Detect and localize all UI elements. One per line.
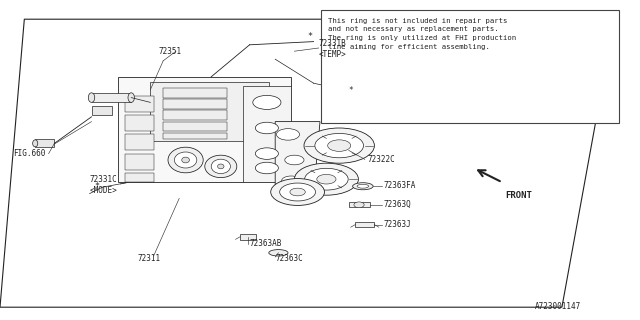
Circle shape: [290, 188, 305, 196]
Ellipse shape: [218, 164, 224, 169]
Polygon shape: [349, 202, 370, 207]
Circle shape: [253, 95, 281, 109]
Ellipse shape: [269, 250, 288, 256]
Polygon shape: [125, 154, 154, 170]
Polygon shape: [163, 88, 227, 98]
Ellipse shape: [353, 183, 373, 190]
Ellipse shape: [354, 202, 364, 208]
Polygon shape: [150, 82, 269, 141]
Text: 72363AB: 72363AB: [250, 239, 282, 248]
Circle shape: [271, 179, 324, 205]
Ellipse shape: [168, 147, 204, 173]
Ellipse shape: [128, 93, 134, 102]
Circle shape: [317, 174, 336, 184]
Text: *: *: [308, 32, 313, 41]
Circle shape: [315, 133, 364, 158]
Ellipse shape: [88, 93, 95, 102]
Polygon shape: [92, 106, 112, 115]
Text: *: *: [349, 86, 353, 95]
Circle shape: [285, 155, 304, 165]
Circle shape: [282, 176, 301, 186]
Text: 72363C: 72363C: [275, 254, 303, 263]
Circle shape: [305, 168, 348, 190]
Polygon shape: [35, 139, 54, 147]
Text: <TEMP>: <TEMP>: [319, 50, 346, 59]
Text: 72363FA: 72363FA: [384, 181, 417, 190]
Circle shape: [304, 128, 374, 163]
Ellipse shape: [182, 157, 189, 163]
Text: 72311: 72311: [138, 254, 161, 263]
Polygon shape: [125, 173, 154, 182]
Polygon shape: [125, 96, 154, 112]
Polygon shape: [163, 122, 227, 131]
Text: *: *: [95, 182, 100, 191]
Polygon shape: [275, 122, 320, 195]
Text: 72363Q: 72363Q: [384, 200, 412, 209]
Polygon shape: [243, 86, 291, 182]
Text: 72331C: 72331C: [90, 175, 117, 184]
Text: A723001147: A723001147: [534, 302, 580, 311]
Text: 72363J: 72363J: [384, 220, 412, 229]
Ellipse shape: [211, 159, 230, 173]
Text: 72351: 72351: [159, 47, 182, 56]
Circle shape: [294, 163, 358, 195]
Ellipse shape: [205, 155, 237, 178]
Polygon shape: [355, 222, 374, 227]
Polygon shape: [118, 77, 291, 182]
Polygon shape: [240, 234, 256, 240]
Polygon shape: [163, 133, 227, 139]
Circle shape: [255, 122, 278, 134]
Circle shape: [340, 88, 348, 92]
FancyBboxPatch shape: [321, 10, 619, 123]
Text: <MODE>: <MODE>: [90, 186, 117, 195]
Text: This ring is not included in repair parts
and not necessary as replacement parts: This ring is not included in repair part…: [328, 18, 516, 50]
Circle shape: [276, 129, 300, 140]
Text: FIG.660: FIG.660: [13, 149, 45, 158]
Polygon shape: [125, 134, 154, 150]
Text: 72331B: 72331B: [319, 39, 346, 48]
Polygon shape: [125, 115, 154, 131]
Circle shape: [255, 162, 278, 174]
Ellipse shape: [33, 140, 38, 147]
Text: 72322C: 72322C: [368, 155, 396, 164]
Ellipse shape: [357, 184, 369, 188]
Circle shape: [328, 140, 351, 151]
Circle shape: [255, 148, 278, 159]
Polygon shape: [92, 93, 131, 102]
Ellipse shape: [174, 152, 197, 168]
Polygon shape: [163, 110, 227, 120]
Circle shape: [280, 183, 316, 201]
Text: FRONT: FRONT: [506, 191, 532, 200]
Polygon shape: [163, 99, 227, 109]
